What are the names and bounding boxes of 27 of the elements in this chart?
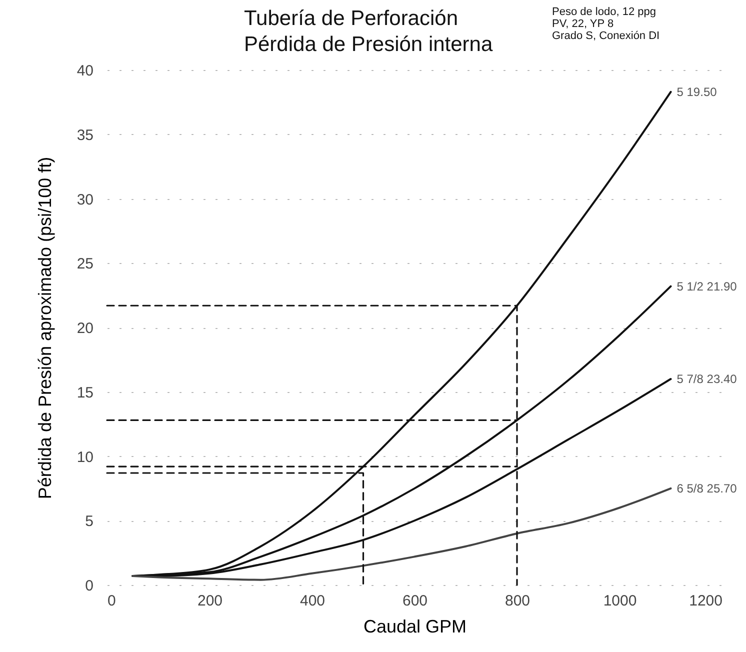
chart-subtitle: Pérdida de Presión interna <box>244 32 493 58</box>
x-axis-title: Caudal GPM <box>363 616 467 636</box>
series-label: 5 19.50 <box>676 84 718 99</box>
text: Grado S, Conexión DI <box>552 30 660 42</box>
y-tick-label: 40 <box>76 62 94 80</box>
y-tick-label: 20 <box>76 320 94 337</box>
x-tick-label: 1000 <box>603 592 637 610</box>
series-label: 5 7/8 23.40 <box>676 372 738 386</box>
y-tick-label: 15 <box>76 384 94 402</box>
series-label: 5 1/2 21.90 <box>676 279 738 294</box>
x-tick-label: 1200 <box>689 592 722 610</box>
x-tick-label: 400 <box>300 592 326 610</box>
y-tick-label: 0 <box>85 578 94 594</box>
series-label: 6 5/8 25.70 <box>676 481 738 496</box>
y-tick-label: 35 <box>76 126 94 144</box>
y-tick-label: 5 <box>85 513 94 530</box>
text: Peso de lodo, 12 ppg <box>552 6 657 18</box>
text: PV, 22, YP 8 <box>552 18 615 30</box>
chart-title: Tubería de Perforación <box>244 6 460 32</box>
x-tick-label: 600 <box>402 592 428 610</box>
y-tick-label: 30 <box>76 191 94 208</box>
y-tick-label: 25 <box>76 256 94 273</box>
y-tick-label: 10 <box>76 448 94 466</box>
y-axis-title: Pérdida de Presión aproximado (psi/100 ft) <box>34 156 55 500</box>
x-tick-label: 800 <box>504 592 530 610</box>
x-tick-label: 0 <box>108 592 116 610</box>
x-tick-label: 200 <box>197 592 223 610</box>
